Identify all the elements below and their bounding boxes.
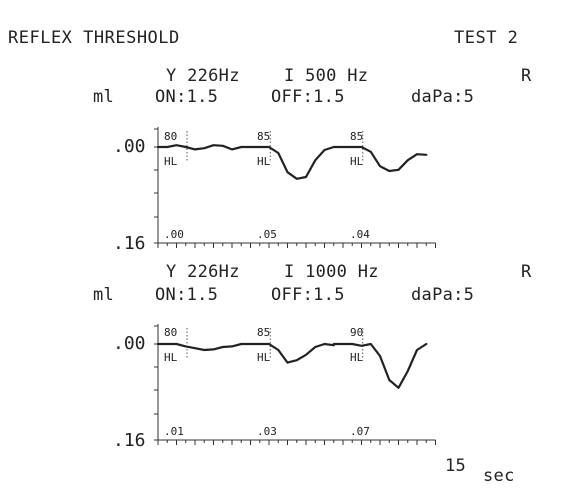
report-title: REFLEX THRESHOLD	[8, 28, 180, 48]
reflex-amplitude-label: .00	[164, 228, 184, 241]
hl-unit-label: HL	[350, 155, 364, 168]
y-tick-label: .16	[113, 233, 146, 254]
y-tick-label: .00	[113, 136, 146, 157]
on-setting: ON:1.5	[155, 87, 219, 107]
y-tick-label: .00	[113, 333, 146, 354]
reflex-amplitude-label: .03	[257, 425, 277, 438]
reflex-trace	[156, 144, 243, 151]
off-setting: OFF:1.5	[271, 285, 345, 305]
hl-unit-label: HL	[257, 155, 271, 168]
dapa-setting: daPa:5	[411, 285, 475, 305]
hl-unit-label: HL	[164, 155, 178, 168]
stimulus-frequency-label: I 1000 Hz	[284, 262, 379, 282]
ear-label: R	[521, 262, 532, 282]
stimulus-level-label: 85	[350, 130, 364, 143]
reflex-trace	[240, 145, 335, 180]
on-setting: ON:1.5	[155, 285, 219, 305]
test-label: TEST 2	[454, 28, 519, 48]
y-tick-label: .16	[113, 430, 146, 451]
probe-frequency-label: Y 226Hz	[166, 262, 240, 282]
hl-unit-label: HL	[257, 351, 271, 364]
stimulus-level-label: 80	[164, 130, 178, 143]
reflex-trace	[332, 342, 428, 389]
dapa-setting: daPa:5	[411, 87, 475, 107]
stimulus-level-label: 85	[257, 130, 271, 143]
stimulus-level-label: 85	[257, 326, 271, 339]
reflex-amplitude-label: .05	[257, 228, 277, 241]
y-unit-label: ml	[93, 87, 115, 107]
ear-label: R	[521, 66, 532, 86]
reflex-amplitude-label: .04	[350, 228, 370, 241]
reflex-trace	[156, 342, 243, 352]
reflex-trace	[332, 145, 428, 173]
y-unit-label: ml	[93, 285, 115, 305]
hl-unit-label: HL	[164, 351, 178, 364]
probe-frequency-label: Y 226Hz	[166, 66, 240, 86]
stimulus-frequency-label: I 500 Hz	[284, 66, 369, 86]
stimulus-level-label: 80	[164, 326, 178, 339]
stimulus-level-label: 90	[350, 326, 364, 339]
reflex-trace	[240, 342, 335, 364]
off-setting: OFF:1.5	[271, 87, 345, 107]
x-axis-unit-label: sec	[483, 466, 515, 486]
hl-unit-label: HL	[350, 351, 364, 364]
x-axis-end-label: 15	[445, 456, 467, 476]
reflex-amplitude-label: .01	[164, 425, 184, 438]
reflex-amplitude-label: .07	[350, 425, 370, 438]
